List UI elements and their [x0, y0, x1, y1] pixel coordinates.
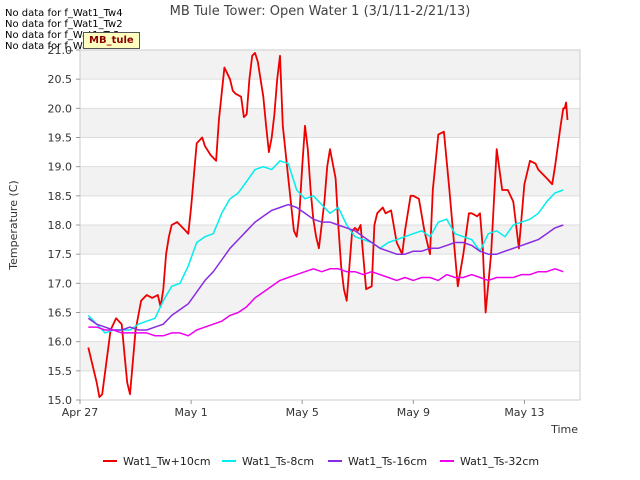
site-tooltip: MB_tule: [83, 32, 140, 49]
y-tick-label: 21.0: [48, 44, 73, 57]
legend-label: Wat1_Ts-32cm: [460, 455, 539, 468]
grid-band: [80, 225, 580, 255]
grid-band: [80, 312, 580, 342]
legend-label: Wat1_Ts-8cm: [242, 455, 314, 468]
no-data-message: No data for f_Wat1_Tw8: [5, 41, 123, 52]
y-tick-label: 18.5: [48, 190, 73, 203]
grid-band: [80, 370, 580, 400]
series-line-Wat1_Ts-16cm: [87, 203, 564, 331]
grid-band: [80, 108, 580, 138]
no-data-message: No data for f_Wat1_Ts2: [5, 30, 120, 41]
legend-label: Wat1_Ts-16cm: [348, 455, 427, 468]
y-axis-label: Temperature (C): [7, 180, 20, 270]
no-data-message: No data for f_Wat1_Tw4: [5, 8, 123, 19]
y-tick-label: 19.0: [48, 161, 73, 174]
legend-label: Wat1_Tw+10cm: [123, 455, 211, 468]
y-tick-label: 19.5: [48, 132, 73, 145]
series-line-Wat1_Ts-32cm: [88, 268, 564, 337]
y-tick-label: 15.5: [48, 365, 73, 378]
y-tick-label: 16.0: [48, 336, 73, 349]
x-tick-label: May 13: [504, 406, 544, 419]
y-tick-label: 20.0: [48, 102, 73, 115]
y-tick-label: 20.5: [48, 73, 73, 86]
grid-band: [80, 79, 580, 109]
x-tick-label: May 5: [286, 406, 319, 419]
y-tick-label: 16.5: [48, 307, 73, 320]
no-data-message: No data for f_Wat1_Tw2: [5, 19, 123, 30]
grid-band: [80, 195, 580, 225]
x-tick-label: May 9: [397, 406, 430, 419]
grid-band: [80, 50, 580, 80]
series-line-Wat1_Ts-8cm: [87, 160, 564, 334]
grid-band: [80, 341, 580, 371]
grid-band: [80, 283, 580, 313]
grid-band: [80, 166, 580, 196]
y-tick-label: 15.0: [48, 394, 73, 407]
x-axis-label: Time: [550, 423, 578, 436]
x-tick-label: Apr 27: [62, 406, 99, 419]
chart-title: MB Tule Tower: Open Water 1 (3/1/11-2/21…: [170, 4, 471, 19]
y-tick-label: 18.0: [48, 219, 73, 232]
x-tick-label: May 1: [174, 406, 207, 419]
y-tick-label: 17.0: [48, 277, 73, 290]
y-tick-label: 17.5: [48, 248, 73, 261]
